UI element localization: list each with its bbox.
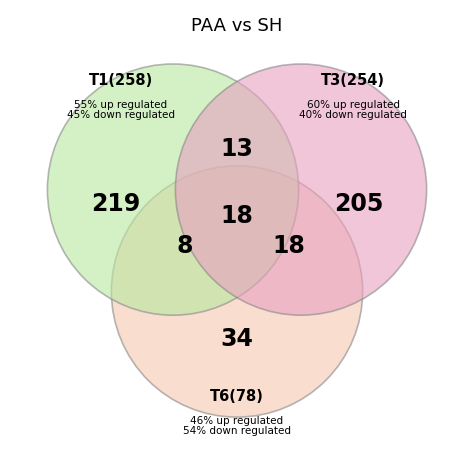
Text: 205: 205 [335,192,384,216]
Text: T3(254): T3(254) [321,73,385,88]
Text: 18: 18 [273,235,306,258]
Circle shape [111,166,363,417]
Text: 219: 219 [91,192,141,216]
Text: 45% down regulated: 45% down regulated [67,110,175,120]
Text: 46% up regulated: 46% up regulated [191,416,283,426]
Text: 13: 13 [220,137,254,161]
Text: T6(78): T6(78) [210,389,264,404]
Text: 60% up regulated: 60% up regulated [307,100,400,109]
Text: 18: 18 [220,204,254,228]
Text: 8: 8 [177,235,193,258]
Text: PAA vs SH: PAA vs SH [191,17,283,35]
Text: 54% down regulated: 54% down regulated [183,426,291,436]
Text: 34: 34 [220,327,254,351]
Text: 40% down regulated: 40% down regulated [299,110,407,120]
Circle shape [175,64,427,315]
Text: 55% up regulated: 55% up regulated [74,100,167,109]
Text: T1(258): T1(258) [89,73,153,88]
Circle shape [47,64,299,315]
